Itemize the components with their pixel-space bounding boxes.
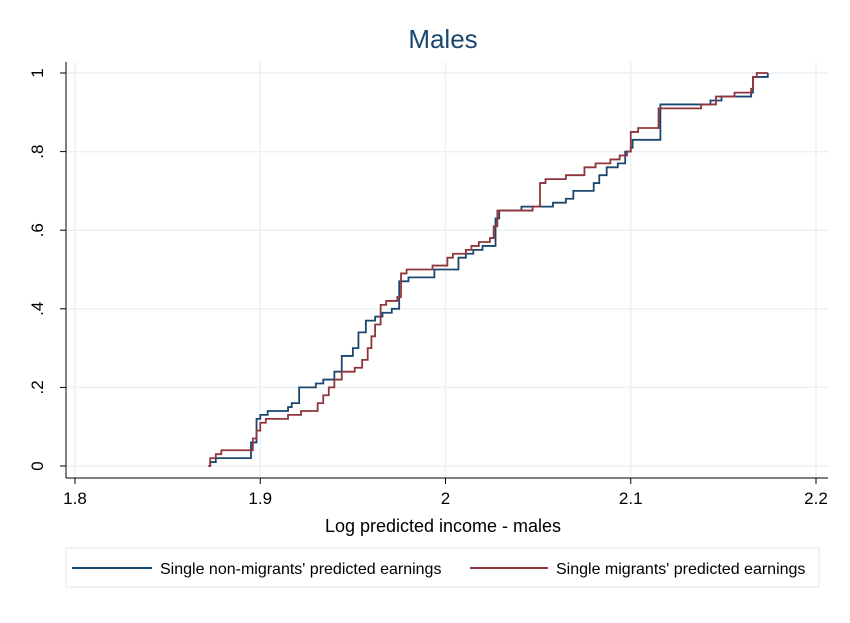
x-tick-label: 1.9 (248, 489, 272, 508)
x-tick-label: 2.1 (619, 489, 643, 508)
chart-title: Males (408, 24, 477, 54)
y-tick-label: .6 (28, 223, 47, 237)
y-tick-label: 1 (28, 68, 47, 77)
y-tick-label: .8 (28, 145, 47, 159)
x-tick-label: 2.2 (804, 489, 828, 508)
y-tick-label: .4 (28, 302, 47, 316)
legend-label-1: Single non-migrants' predicted earnings (160, 561, 441, 578)
x-axis-label: Log predicted income - males (325, 516, 561, 536)
x-tick-label: 2 (441, 489, 450, 508)
y-tick-label: .2 (28, 380, 47, 394)
legend-label-2: Single migrants' predicted earnings (556, 561, 805, 578)
series-line-2 (208, 72, 768, 467)
legend-box (65, 547, 820, 588)
axes-layer: 1.8 1.9 2 2.1 2.2 0 .2 .4 .6 .8 1 (28, 62, 828, 508)
y-tick-label: 0 (28, 461, 47, 470)
legend: Single non-migrants' predicted earnings S… (65, 547, 820, 588)
x-tick-label: 1.8 (63, 489, 87, 508)
series-layer (208, 72, 769, 467)
